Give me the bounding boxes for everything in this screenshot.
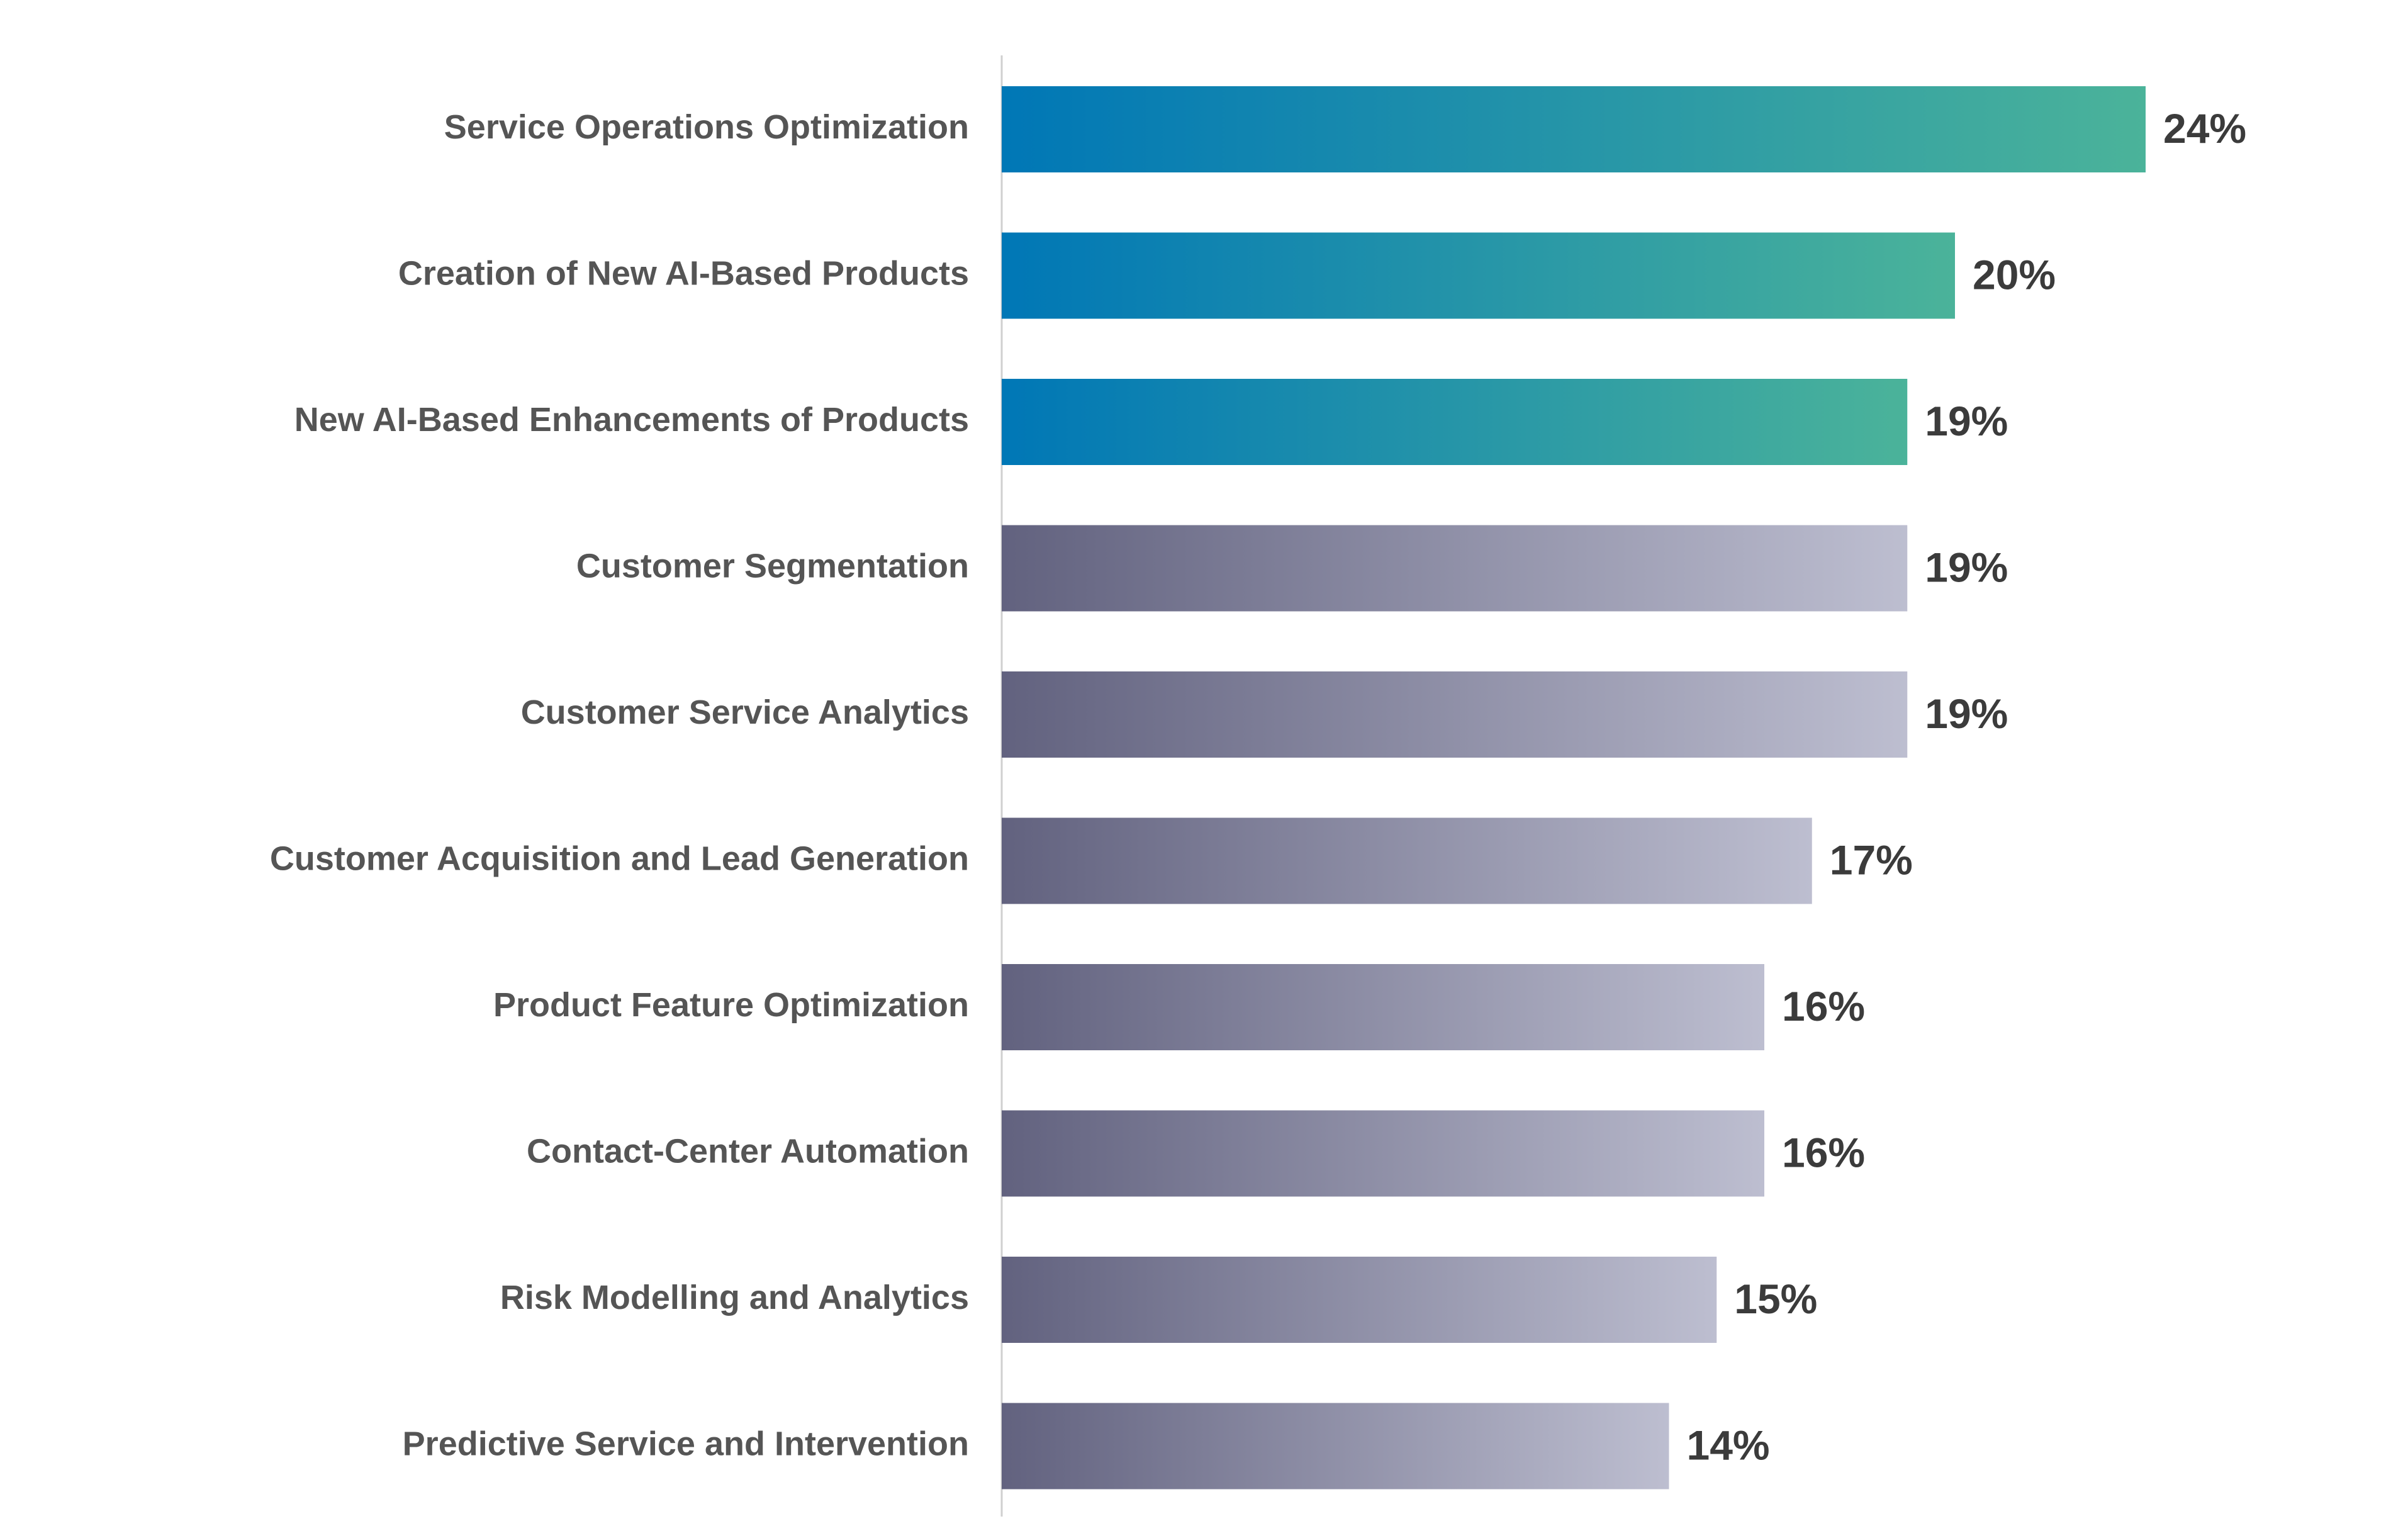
value-label: 24% [2163, 105, 2246, 152]
category-label: Customer Service Analytics [521, 693, 969, 731]
value-label: 14% [1687, 1422, 1770, 1468]
value-label: 15% [1734, 1276, 1817, 1322]
value-label: 16% [1782, 1129, 1865, 1175]
category-label: Risk Modelling and Analytics [500, 1279, 969, 1316]
bar-group: Customer Acquisition and Lead Generation… [270, 817, 1913, 904]
bar [1002, 817, 1812, 904]
category-label: Predictive Service and Intervention [403, 1425, 969, 1462]
bar-group: Creation of New AI-Based Products 20% [398, 232, 2056, 319]
bar-group: Service Operations Optimization 24% [444, 86, 2246, 172]
category-label: Customer Segmentation [576, 547, 969, 585]
category-label: Contact-Center Automation [527, 1132, 969, 1170]
bar [1002, 525, 1908, 612]
bar-group: New AI-Based Enhancements of Products 19% [294, 379, 2008, 465]
value-label: 17% [1830, 836, 1913, 883]
bars-layer: Service Operations Optimization 24% Creati… [270, 86, 2246, 1490]
bar-group: Product Feature Optimization 16% [493, 964, 1865, 1050]
bar [1002, 1403, 1669, 1490]
bar [1002, 1257, 1717, 1343]
bar [1002, 671, 1908, 758]
value-label: 19% [1925, 398, 2008, 444]
bar-group: Predictive Service and Intervention 14% [403, 1403, 1770, 1490]
value-label: 19% [1925, 690, 2008, 737]
value-label: 16% [1782, 983, 1865, 1029]
bar [1002, 964, 1764, 1050]
value-label: 19% [1925, 544, 2008, 590]
bar-group: Customer Segmentation 19% [576, 525, 2008, 612]
category-label: New AI-Based Enhancements of Products [294, 401, 969, 439]
bar-group: Customer Service Analytics 19% [521, 671, 2008, 758]
bar [1002, 232, 1955, 319]
bar-group: Risk Modelling and Analytics 15% [500, 1257, 1817, 1343]
category-label: Service Operations Optimization [444, 108, 969, 146]
category-label: Product Feature Optimization [493, 986, 969, 1024]
bar [1002, 379, 1908, 465]
bar [1002, 1110, 1764, 1197]
bar-group: Contact-Center Automation 16% [527, 1110, 1865, 1197]
category-label: Creation of New AI-Based Products [398, 254, 969, 292]
bar [1002, 86, 2146, 172]
value-label: 20% [1973, 251, 2056, 298]
category-label: Customer Acquisition and Lead Generation [270, 839, 969, 877]
